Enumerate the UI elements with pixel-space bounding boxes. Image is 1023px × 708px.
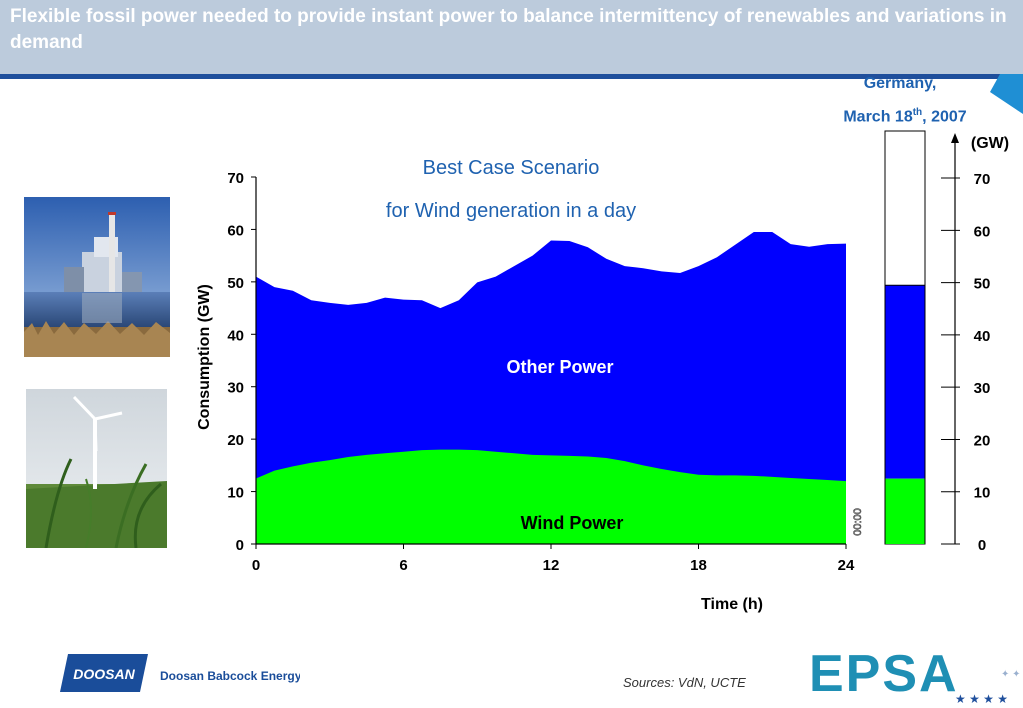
y-axis-label: Consumption (GW): [196, 284, 213, 430]
gw-tick-label: 0: [978, 537, 986, 554]
wind-turbine-photo: [26, 389, 167, 548]
wind-power-area: [256, 449, 846, 544]
doosan-badge-text: DOOSAN: [73, 666, 135, 682]
x-tick-label: 0: [252, 557, 260, 574]
date-label: March 18th, 2007: [820, 107, 990, 126]
chart-title: Best Case Scenario: [423, 157, 600, 179]
x-tick-label: 24: [838, 557, 855, 574]
chart-subtitle: for Wind generation in a day: [386, 200, 636, 222]
x-tick-label: 18: [690, 557, 707, 574]
sources-note: Sources: VdN, UCTE: [623, 675, 746, 690]
header-band: [0, 0, 1023, 74]
epsa-stars: ★ ★ ★ ★: [955, 692, 1008, 706]
power-plant-photo: [24, 197, 170, 357]
series-label-other-power: Other Power: [506, 357, 613, 377]
gw-tick-label: 60: [974, 223, 991, 240]
gw-tick-label: 70: [974, 171, 991, 188]
bar-wind-power: [885, 478, 925, 544]
gw-tick-label: 10: [974, 485, 991, 502]
y-tick-label: 10: [227, 485, 244, 502]
date-suffix: , 2007: [922, 108, 967, 126]
date-prefix: March 18: [843, 108, 913, 126]
corner-accent: [990, 74, 1023, 114]
gw-tick-label: 30: [974, 380, 991, 397]
x-tick-label: 12: [543, 557, 560, 574]
y-tick-label: 0: [236, 537, 244, 554]
doosan-logo: DOOSAN Doosan Babcock Energy: [60, 654, 300, 692]
gw-tick-label: 20: [974, 432, 991, 449]
y-tick-label: 40: [227, 327, 244, 344]
gw-tick-label: 50: [974, 276, 991, 293]
x-tick-label: 6: [399, 557, 407, 574]
gw-tick-label: 40: [974, 328, 991, 345]
country-label: Germany,: [863, 75, 937, 92]
time-annotation: 00:00: [852, 508, 864, 536]
gw-axis-arrow: [951, 133, 959, 143]
gw-unit-label: (GW): [971, 135, 1009, 152]
slide-title: Flexible fossil power needed to provide …: [10, 6, 1007, 53]
x-axis-label: Time (h): [701, 596, 763, 613]
bar-other-power: [885, 285, 925, 479]
epsa-wordmark: EPSA: [809, 645, 959, 703]
epsa-logo: EPSA ★ ★ ★ ★ ✦ ✦: [809, 645, 1021, 706]
y-tick-label: 70: [227, 170, 244, 187]
date-sup: th: [912, 107, 923, 118]
header-rule: [0, 74, 1000, 79]
y-tick-label: 50: [227, 275, 244, 292]
epsa-stars-faint: ✦ ✦: [1001, 669, 1021, 680]
doosan-name: Doosan Babcock Energy: [160, 669, 300, 683]
y-tick-label: 20: [227, 432, 244, 449]
series-label-wind-power: Wind Power: [521, 513, 624, 533]
y-tick-label: 30: [227, 380, 244, 397]
x-ticks: 0 6 12 18 24: [252, 544, 855, 574]
main-chart: 0 10 20 30 40 50 60 70 0 6 12 18 24 Best Case Scena…: [196, 157, 864, 613]
daily-bar-chart: 0 10 20 30 40 50 60 70 (GW): [884, 130, 1009, 554]
y-tick-label: 60: [227, 222, 244, 239]
gw-ticks: 0 10 20 30 40 50 60 70: [941, 171, 990, 554]
y-ticks: 0 10 20 30 40 50 60 70: [227, 170, 256, 554]
